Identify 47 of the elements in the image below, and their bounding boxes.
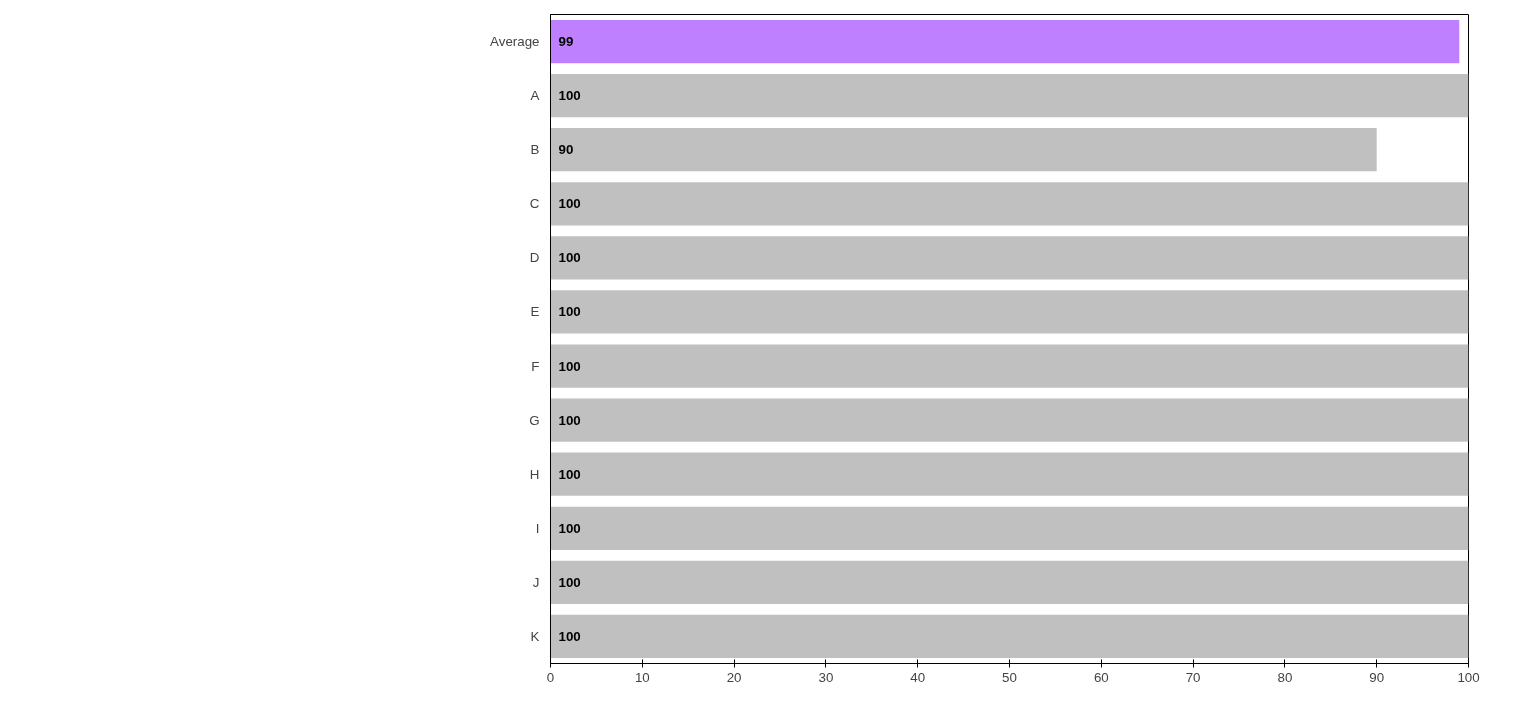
- y-tick-label: G: [529, 412, 540, 428]
- data-label: 100: [558, 466, 581, 482]
- bar: [550, 182, 1469, 226]
- bar: [550, 19, 1460, 64]
- bar: [550, 560, 1469, 605]
- y-tick-label: K: [530, 628, 540, 644]
- y-tick-label: B: [530, 142, 540, 158]
- x-tick-label: 90: [1369, 669, 1385, 685]
- y-tick-label: J: [532, 574, 540, 590]
- bar: [550, 290, 1469, 334]
- data-label: 100: [558, 304, 581, 320]
- y-tick-label: I: [535, 520, 540, 536]
- x-tick-label: 40: [910, 669, 926, 685]
- y-tick-label: A: [530, 88, 540, 104]
- data-label: 100: [558, 250, 581, 266]
- y-tick-label: Average: [490, 34, 540, 50]
- data-label: 100: [558, 574, 581, 590]
- x-tick-label: 100: [1457, 669, 1480, 685]
- x-tick-label: 0: [546, 669, 555, 685]
- y-tick-label: C: [529, 196, 540, 212]
- bar: [550, 452, 1469, 496]
- x-tick-label: 30: [818, 669, 834, 685]
- data-label: 99: [558, 34, 574, 50]
- data-label: 100: [558, 88, 581, 104]
- x-tick-label: 20: [726, 669, 742, 685]
- data-label: 100: [558, 196, 581, 212]
- bar: [550, 128, 1377, 172]
- y-tick-label: E: [530, 304, 540, 320]
- bar: [550, 344, 1469, 388]
- data-label: 100: [558, 358, 581, 374]
- y-tick-label: D: [529, 250, 540, 266]
- bar: [550, 73, 1469, 118]
- data-label: 100: [558, 520, 581, 536]
- bar: [550, 236, 1469, 280]
- data-label: 90: [558, 142, 574, 158]
- x-tick-label: 60: [1093, 669, 1109, 685]
- x-tick-label: 70: [1185, 669, 1201, 685]
- x-tick-label: 80: [1277, 669, 1293, 685]
- x-tick-label: 10: [634, 669, 650, 685]
- y-tick-label: F: [531, 358, 540, 374]
- bar: [550, 398, 1469, 442]
- bar: [550, 614, 1469, 659]
- bar: [550, 506, 1469, 550]
- x-tick-label: 50: [1002, 669, 1017, 685]
- data-label: 100: [558, 628, 581, 644]
- y-tick-label: H: [529, 466, 540, 482]
- data-label: 100: [558, 412, 581, 428]
